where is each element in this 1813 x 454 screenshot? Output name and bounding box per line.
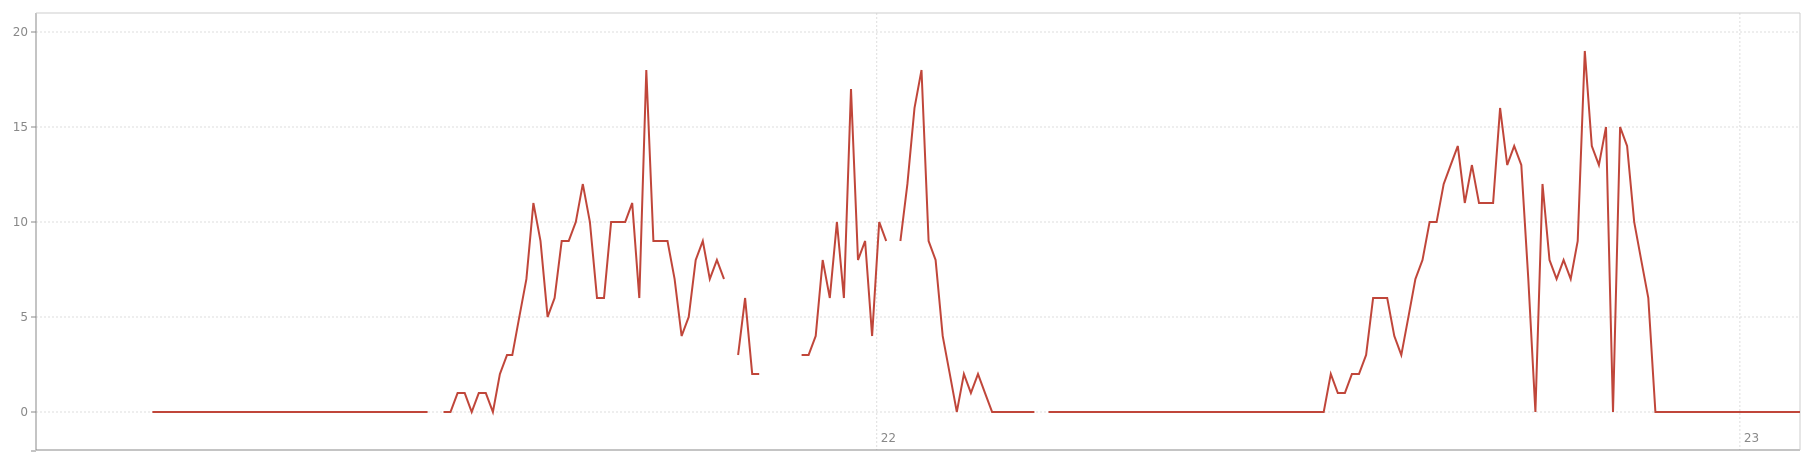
- y-tick-label: 20: [13, 25, 28, 39]
- series-group: [152, 51, 1800, 412]
- x-tick-labels: 22 23: [881, 431, 1759, 445]
- y-tick-label: 15: [13, 120, 28, 134]
- series-line-segment: [900, 70, 1034, 412]
- y-tick-label: 5: [20, 310, 28, 324]
- vertical-gridlines: [877, 13, 1740, 450]
- y-tick-labels: 0 5 10 15 20: [13, 25, 28, 419]
- series-line-segment: [1049, 51, 1801, 412]
- series-line-segment: [738, 298, 759, 374]
- y-tick-label: 0: [20, 405, 28, 419]
- x-tick-label: 22: [881, 431, 896, 445]
- series-line-segment: [444, 70, 725, 412]
- x-tick-label: 23: [1744, 431, 1759, 445]
- y-tick-label: 10: [13, 215, 28, 229]
